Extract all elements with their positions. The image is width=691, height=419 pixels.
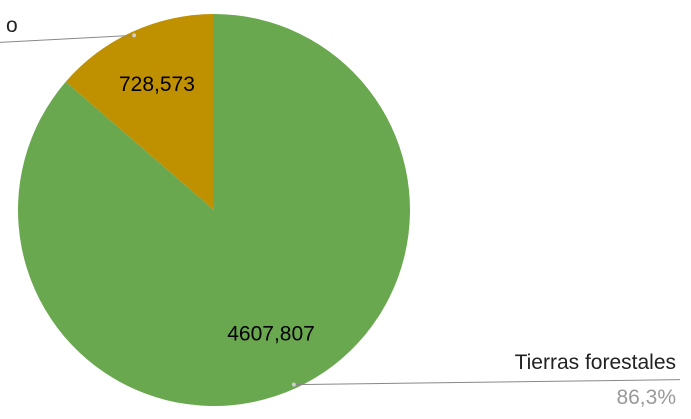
category-label: Tierras forestales (515, 351, 676, 374)
leader-dot (291, 382, 296, 387)
leader-dot (132, 33, 137, 38)
percent-label: 86,3% (616, 386, 676, 409)
data-label: 4607,807 (227, 322, 315, 345)
leader-line (0, 34, 135, 43)
category-label: o (6, 14, 18, 37)
leader-line (293, 379, 681, 386)
data-label: 728,573 (119, 73, 195, 96)
pie-slice (65, 14, 215, 210)
